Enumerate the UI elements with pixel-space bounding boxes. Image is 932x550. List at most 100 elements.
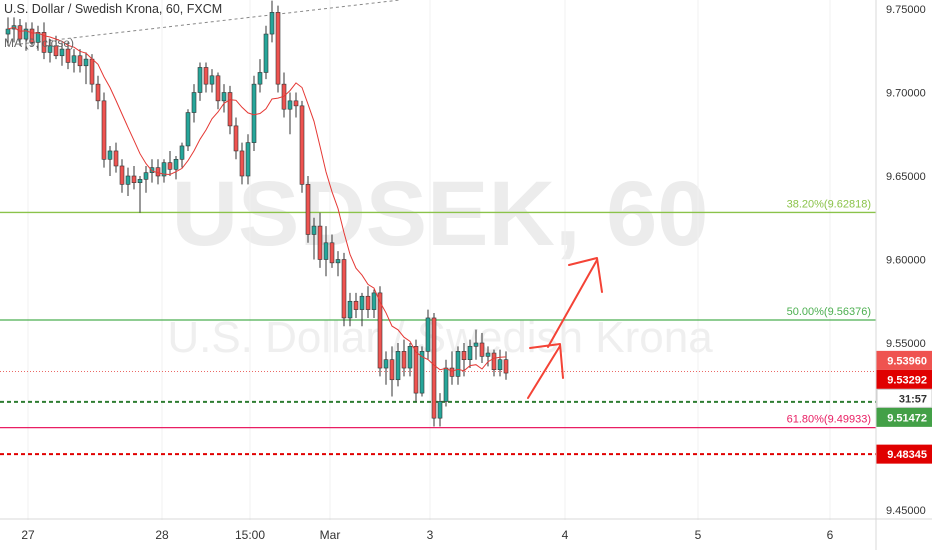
candle-up bbox=[149, 167, 155, 173]
time-tick-label: 5 bbox=[695, 528, 702, 542]
candle-down bbox=[491, 352, 497, 371]
fib-label-0: 38.20%(9.62818) bbox=[787, 198, 871, 210]
candle-down bbox=[113, 150, 119, 167]
candle-down bbox=[95, 83, 101, 102]
level-lines: 38.20%(9.62818) 50.00%(9.56376) 61.80%(9.4… bbox=[0, 198, 876, 456]
price-tick-label: 9.60000 bbox=[886, 255, 926, 267]
candle-down bbox=[449, 367, 455, 377]
candle-up bbox=[347, 300, 353, 319]
candle-up bbox=[257, 72, 263, 85]
candle-down bbox=[389, 359, 395, 381]
candle-down bbox=[89, 58, 95, 85]
candle-down bbox=[17, 25, 23, 40]
arrow-long-head bbox=[568, 257, 603, 293]
candle-down bbox=[77, 55, 83, 67]
candle-up bbox=[419, 351, 425, 394]
candle-up bbox=[23, 28, 29, 40]
price-axis[interactable]: 9.75000 9.70000 9.65000 9.60000 9.55000 9.450… bbox=[875, 0, 926, 550]
candle-down bbox=[227, 92, 233, 127]
price-tick-label: 9.70000 bbox=[886, 88, 926, 100]
candle-up bbox=[209, 75, 215, 85]
price-badge-text-0: 9.53960 bbox=[887, 355, 927, 367]
candle-up bbox=[323, 242, 329, 260]
candle-down bbox=[317, 225, 323, 260]
candle-up bbox=[47, 45, 53, 53]
candle-down bbox=[401, 351, 407, 369]
candle-down bbox=[461, 351, 467, 361]
candle-up bbox=[371, 292, 377, 310]
price-badge-text-1: 9.53292 bbox=[887, 374, 927, 386]
candle-up bbox=[467, 346, 473, 360]
candle-up bbox=[245, 142, 251, 177]
trendline[interactable] bbox=[19, 0, 401, 45]
candle-down bbox=[41, 32, 47, 53]
candle-down bbox=[155, 167, 161, 177]
candle-down bbox=[341, 259, 347, 319]
candle-up bbox=[107, 150, 113, 160]
moving-average-line bbox=[7, 26, 507, 372]
time-tick-label: 15:00 bbox=[235, 528, 265, 542]
candle-up bbox=[455, 351, 461, 377]
candle-up bbox=[125, 175, 131, 185]
time-tick-label: 28 bbox=[155, 528, 169, 542]
candle-down bbox=[65, 48, 71, 63]
time-tick-label: 27 bbox=[21, 528, 35, 542]
candle-up bbox=[197, 67, 203, 93]
fib-label-2: 61.80%(9.49933) bbox=[787, 414, 871, 426]
candle-down bbox=[479, 342, 485, 357]
candle-up bbox=[179, 145, 185, 160]
candle-up bbox=[425, 317, 431, 352]
candle-down bbox=[239, 150, 245, 177]
price-badge-3 bbox=[876, 407, 932, 427]
candle-up bbox=[185, 112, 191, 147]
arrow-long bbox=[547, 259, 598, 348]
price-tick-label: 9.65000 bbox=[886, 171, 926, 183]
symbol-title: U.S. Dollar / Swedish Krona, 60, FXCM bbox=[4, 2, 223, 16]
time-axis[interactable]: 27 28 15:00 Mar 3 4 5 6 bbox=[0, 518, 932, 542]
candle-up bbox=[335, 259, 341, 264]
watermark-symbol: USDSEK, 60 bbox=[172, 163, 709, 265]
price-badge-4 bbox=[876, 444, 932, 464]
indicator-label[interactable]: MA (9, close) bbox=[4, 36, 75, 50]
candle-down bbox=[299, 105, 305, 185]
time-tick-label: Mar bbox=[320, 528, 341, 542]
candle-up bbox=[395, 351, 401, 381]
candle-up bbox=[143, 172, 149, 180]
candle-up bbox=[437, 401, 443, 419]
price-badge-text-3: 9.51472 bbox=[887, 412, 927, 424]
candle-up bbox=[191, 92, 197, 113]
candle-down bbox=[365, 295, 371, 310]
time-tick-label: 3 bbox=[427, 528, 434, 542]
arrow-short-head bbox=[529, 343, 564, 379]
candle-up bbox=[443, 367, 449, 402]
candle-up bbox=[221, 92, 227, 102]
time-tick-label: 6 bbox=[827, 528, 834, 542]
price-badge-0 bbox=[876, 350, 932, 370]
price-badge-text-4: 9.48345 bbox=[887, 449, 927, 461]
candle-down bbox=[29, 28, 35, 43]
candle-down bbox=[293, 100, 299, 107]
candle-down bbox=[413, 346, 419, 394]
candle-up bbox=[287, 100, 293, 110]
price-badge-1 bbox=[876, 369, 932, 389]
time-tick-label: 4 bbox=[562, 528, 569, 542]
candle-down bbox=[167, 162, 173, 170]
candle-down bbox=[131, 175, 137, 183]
candle-up bbox=[359, 295, 365, 310]
price-tick-label: 9.55000 bbox=[886, 338, 926, 350]
watermark-description: U.S. Dollar / Swedish Krona bbox=[167, 313, 713, 362]
price-badges: 9.53960 9.53292 31:57 9.51472 9.48345 bbox=[876, 350, 932, 464]
candle-up bbox=[263, 33, 269, 73]
fib-label-1: 50.00%(9.56376) bbox=[787, 306, 871, 318]
candle-down bbox=[329, 242, 335, 264]
candle-down bbox=[503, 359, 509, 374]
candle-up bbox=[383, 359, 389, 369]
price-badge-text-2: 31:57 bbox=[899, 393, 927, 405]
price-tick-label: 9.75000 bbox=[886, 4, 926, 16]
candles bbox=[5, 0, 509, 427]
forecast-arrows[interactable] bbox=[527, 257, 603, 399]
candle-up bbox=[497, 359, 503, 371]
candle-down bbox=[203, 67, 209, 85]
